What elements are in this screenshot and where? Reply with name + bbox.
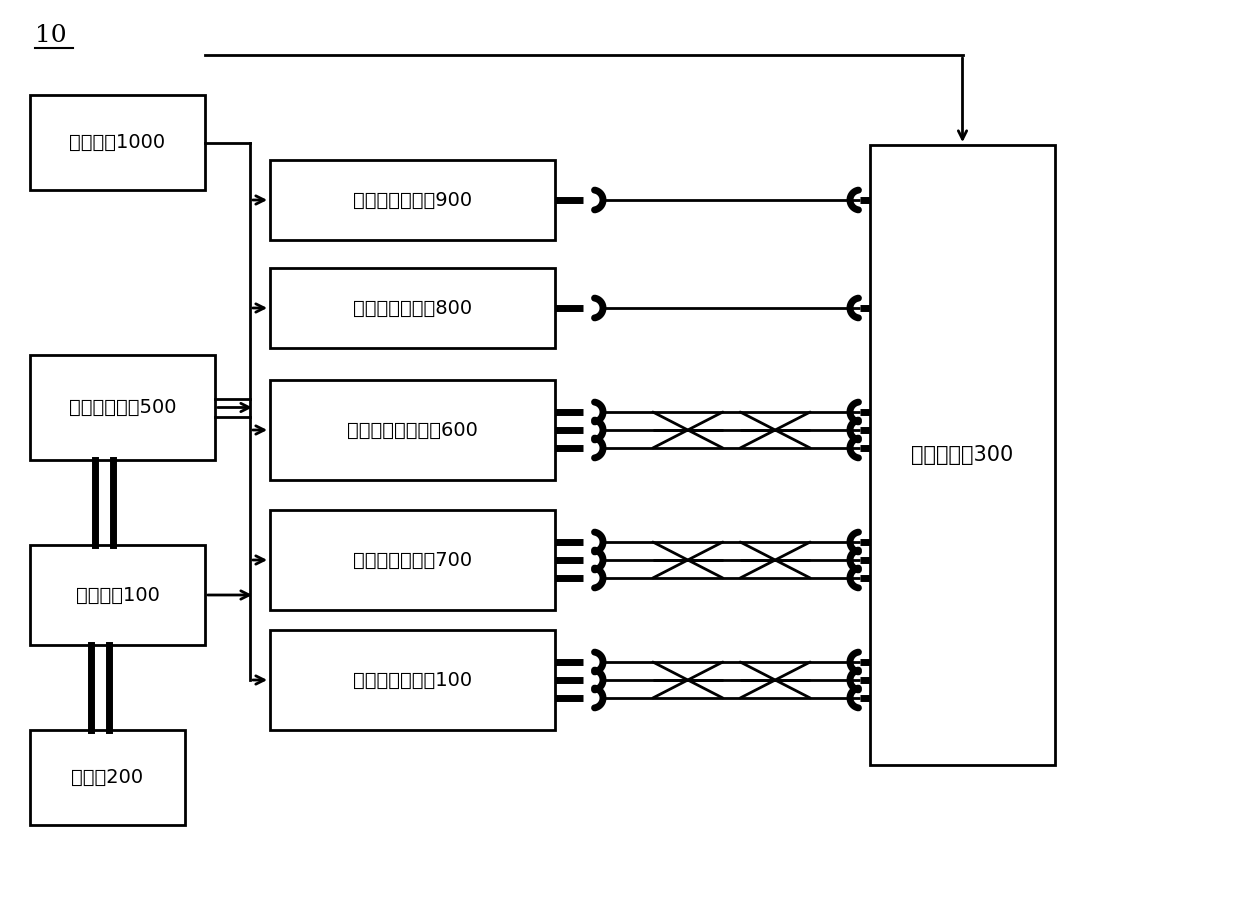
- Text: 远程信息处理器700: 远程信息处理器700: [353, 550, 472, 569]
- Bar: [30, 355, 215, 460]
- Text: 供电电源1000: 供电电源1000: [69, 133, 166, 152]
- Bar: [30, 545, 205, 645]
- Text: 加热器200: 加热器200: [72, 768, 144, 787]
- Bar: [30, 730, 185, 825]
- Bar: [270, 510, 556, 610]
- Bar: [870, 145, 1055, 765]
- Bar: [270, 268, 556, 348]
- Text: 加热控制器300: 加热控制器300: [911, 445, 1013, 465]
- Bar: [270, 160, 556, 240]
- Bar: [270, 380, 556, 480]
- Bar: [270, 630, 556, 730]
- Text: 第一电池100: 第一电池100: [76, 585, 160, 604]
- Text: 第一温度传感器800: 第一温度传感器800: [353, 298, 472, 318]
- Text: 太阳能电池板500: 太阳能电池板500: [68, 398, 176, 417]
- Text: 10: 10: [35, 23, 67, 47]
- Text: 第二温度传感器900: 第二温度传感器900: [353, 190, 472, 209]
- Text: 太阳能电池控制器600: 太阳能电池控制器600: [347, 420, 477, 439]
- Bar: [30, 95, 205, 190]
- Text: 第一电池控制器100: 第一电池控制器100: [353, 671, 472, 690]
